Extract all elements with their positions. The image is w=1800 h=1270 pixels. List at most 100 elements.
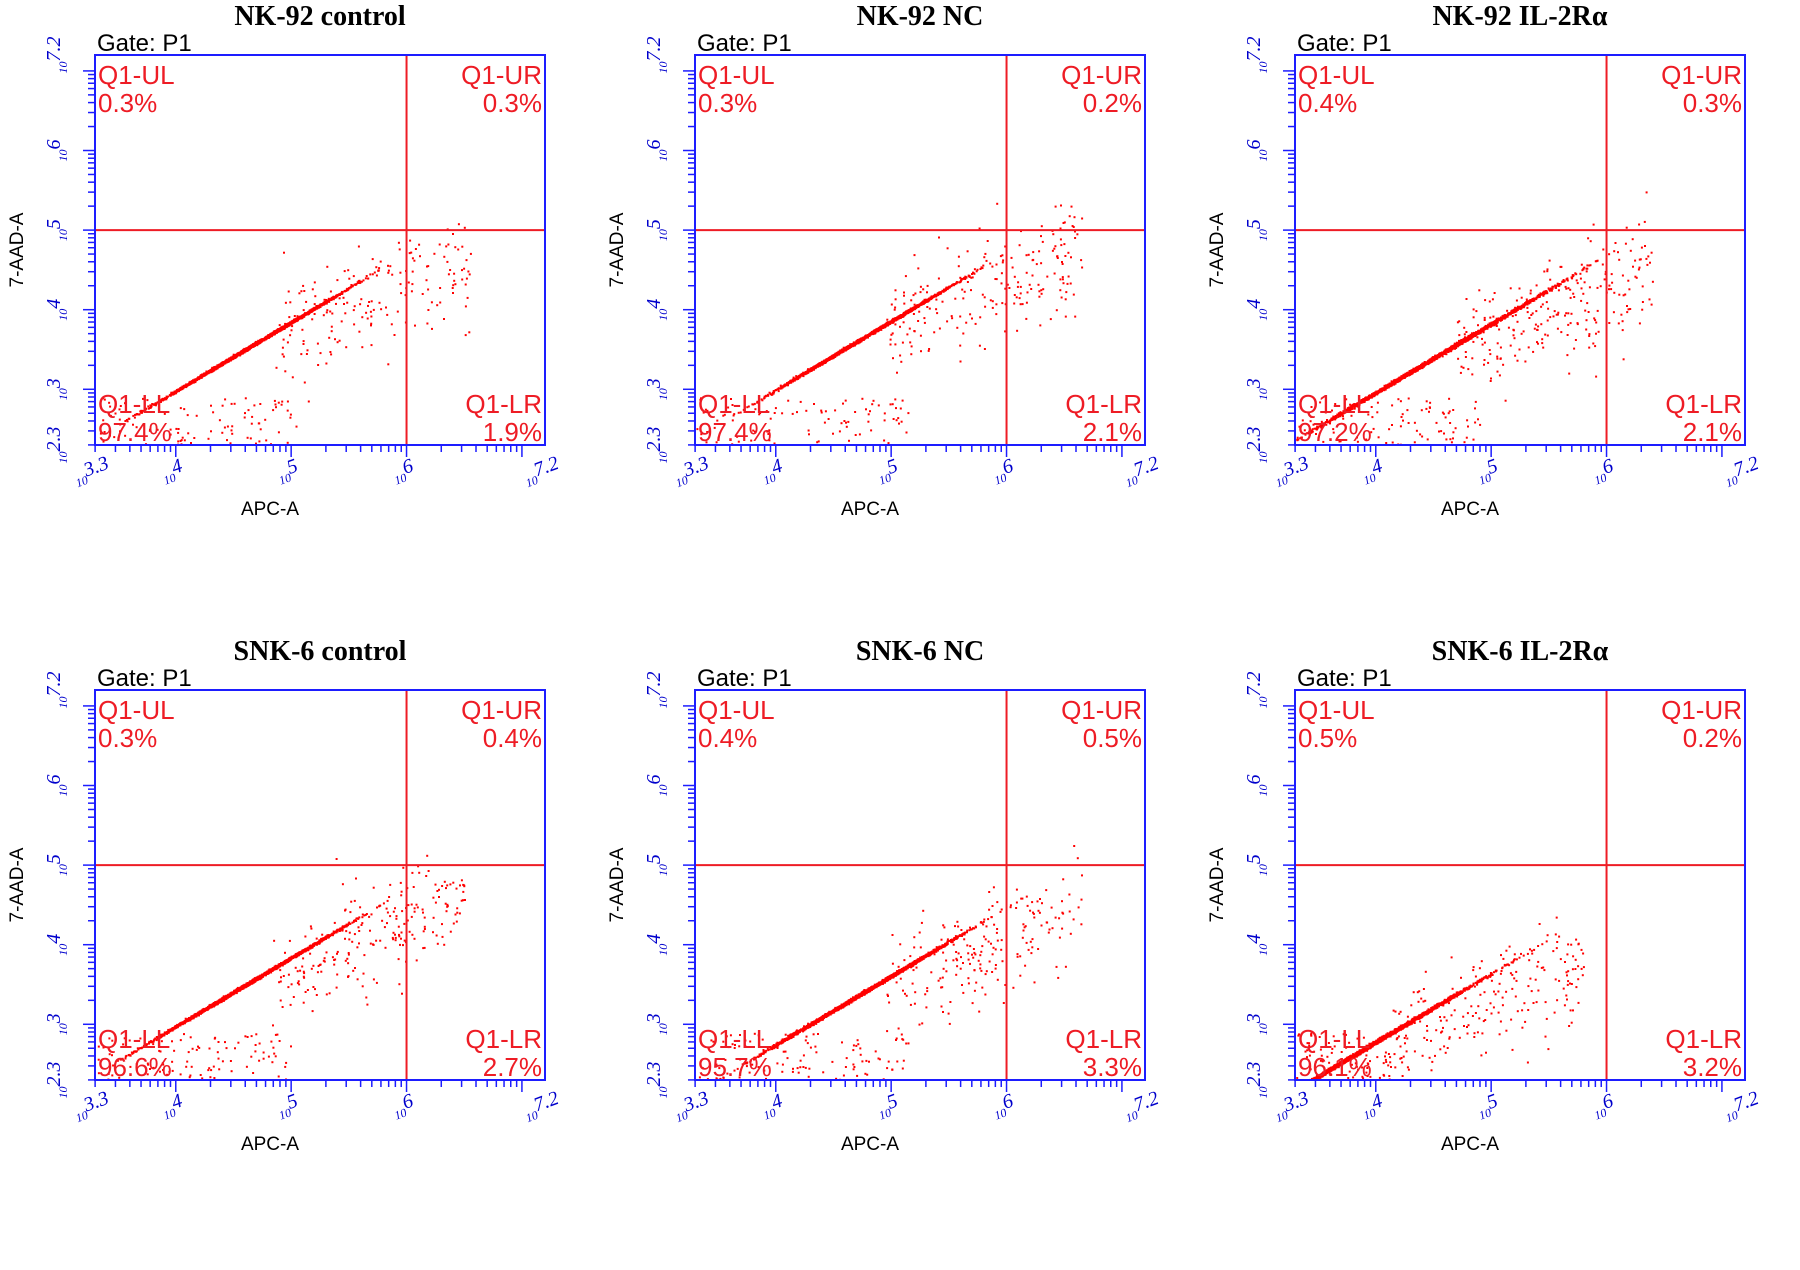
quadrant-ur-percent: 0.3% <box>1683 88 1742 118</box>
gate-label: Gate: P1 <box>1297 665 1392 692</box>
x-tick-label: 103.3 <box>69 452 113 490</box>
y-tick-label: 106 <box>1243 775 1270 797</box>
x-tick-label: 106 <box>388 455 418 488</box>
quadrant-lr-percent: 2.7% <box>483 1052 542 1082</box>
quadrant-ul-percent: 0.3% <box>98 723 157 753</box>
x-tick-label: 107.2 <box>519 452 563 490</box>
y-tick-label: 105 <box>43 219 70 241</box>
quadrant-ul-percent: 0.3% <box>698 88 757 118</box>
y-tick-label: 106 <box>643 775 670 797</box>
panel-3: NK-92 IL-2Rα Gate: P1 103.3 104 105 106 107.2 1… <box>1200 0 1800 635</box>
quadrant-ll-percent: 97.4% <box>698 417 772 447</box>
y-axis-label: 7-AAD-A <box>7 212 28 287</box>
x-tick-label: 104 <box>1357 455 1387 488</box>
panel-1: NK-92 control Gate: P1 103.3 104 105 106 107.2… <box>0 0 600 635</box>
y-tick-label: 102.3 <box>643 1062 670 1099</box>
x-tick-label: 106 <box>988 455 1018 488</box>
y-tick-label: 107.2 <box>43 672 70 709</box>
panel-title: NK-92 control <box>234 1 406 32</box>
y-tick-label: 102.3 <box>1243 427 1270 464</box>
y-tick-label: 106 <box>643 140 670 162</box>
panel-title: NK-92 NC <box>857 1 984 32</box>
y-tick-label: 107.2 <box>1243 37 1270 74</box>
quadrant-ll-name: Q1-LL <box>98 389 170 419</box>
x-tick-label: 105 <box>1473 1090 1503 1123</box>
event-dots <box>97 854 466 1081</box>
gate-label: Gate: P1 <box>97 30 192 57</box>
quadrant-ul-percent: 0.4% <box>1298 88 1357 118</box>
quadrant-ll-name: Q1-LL <box>1298 1024 1370 1054</box>
quadrant-ll-percent: 96.1% <box>1298 1052 1372 1082</box>
x-axis-label: APC-A <box>1441 1134 1499 1155</box>
quadrant-ur-name: Q1-UR <box>461 60 542 90</box>
quadrant-ll-percent: 95.7% <box>698 1052 772 1082</box>
y-axis-label: 7-AAD-A <box>607 847 628 922</box>
x-tick-label: 103.3 <box>1269 452 1313 490</box>
quadrant-ul-percent: 0.3% <box>98 88 157 118</box>
quadrant-ll-name: Q1-LL <box>698 389 770 419</box>
y-tick-label: 105 <box>43 854 70 876</box>
x-tick-label: 107.2 <box>1719 452 1763 490</box>
plot-frame <box>694 54 1146 446</box>
quadrant-ur-percent: 0.4% <box>483 723 542 753</box>
y-tick-label: 103 <box>1243 378 1270 400</box>
y-tick-label: 103 <box>43 1013 70 1035</box>
axis-ticks <box>83 705 523 1092</box>
quadrant-ur-percent: 0.5% <box>1083 723 1142 753</box>
y-axis-label: 7-AAD-A <box>1207 212 1228 287</box>
quadrant-ll-percent: 97.2% <box>1298 417 1372 447</box>
y-axis-label: 7-AAD-A <box>607 212 628 287</box>
x-axis-label: APC-A <box>241 1134 299 1155</box>
y-tick-label: 102.3 <box>643 427 670 464</box>
panel-title: SNK-6 control <box>234 636 407 667</box>
gate-label: Gate: P1 <box>97 665 192 692</box>
y-tick-label: 105 <box>1243 219 1270 241</box>
scatter-plot-2: NK-92 NC Gate: P1 103.3 104 105 106 107.2 102.3… <box>607 1 1162 520</box>
x-axis-label: APC-A <box>841 499 899 520</box>
y-tick-label: 106 <box>43 775 70 797</box>
plot-frame <box>94 689 546 1081</box>
y-tick-label: 103 <box>643 378 670 400</box>
quadrant-lr-percent: 2.1% <box>1083 417 1142 447</box>
axis-ticks <box>1283 70 1723 457</box>
y-tick-label: 105 <box>1243 854 1270 876</box>
axis-ticks <box>83 70 523 457</box>
y-tick-label: 102.3 <box>1243 1062 1270 1099</box>
quadrant-ll-percent: 97.4% <box>98 417 172 447</box>
y-tick-label: 107.2 <box>643 37 670 74</box>
quadrant-ll-name: Q1-LL <box>98 1024 170 1054</box>
event-dots <box>1296 191 1654 446</box>
quadrant-ur-name: Q1-UR <box>461 695 542 725</box>
x-tick-label: 104 <box>757 455 787 488</box>
y-tick-label: 104 <box>643 299 670 321</box>
x-tick-label: 105 <box>273 1090 303 1123</box>
quadrant-ur-name: Q1-UR <box>1061 695 1142 725</box>
event-dots <box>1296 916 1585 1081</box>
scatter-plot-1: NK-92 control Gate: P1 103.3 104 105 106 107.2… <box>7 1 563 520</box>
y-tick-label: 104 <box>1243 299 1270 321</box>
plot-frame <box>1294 54 1746 446</box>
event-dots <box>698 845 1083 1081</box>
x-tick-label: 106 <box>1588 1090 1618 1123</box>
y-tick-label: 107.2 <box>643 672 670 709</box>
event-dots <box>99 223 472 446</box>
quadrant-lr-percent: 1.9% <box>483 417 542 447</box>
quadrant-lr-name: Q1-LR <box>1065 1024 1142 1054</box>
x-tick-label: 106 <box>988 1090 1018 1123</box>
x-tick-label: 104 <box>157 455 187 488</box>
axis-ticks <box>1283 705 1723 1092</box>
x-tick-label: 106 <box>388 1090 418 1123</box>
quadrant-ll-name: Q1-LL <box>698 1024 770 1054</box>
y-tick-label: 105 <box>643 854 670 876</box>
scatter-plot-6: SNK-6 IL-2Rα Gate: P1 103.3 104 105 106 107.2 1… <box>1207 636 1762 1155</box>
y-tick-label: 102.3 <box>43 1062 70 1099</box>
x-tick-label: 105 <box>1473 455 1503 488</box>
y-tick-label: 106 <box>43 140 70 162</box>
panel-title: NK-92 IL-2Rα <box>1432 1 1607 32</box>
quadrant-ur-name: Q1-UR <box>1661 695 1742 725</box>
scatter-plot-4: SNK-6 control Gate: P1 103.3 104 105 106 107.2… <box>7 636 562 1155</box>
panel-4: SNK-6 control Gate: P1 103.3 104 105 106 107.2… <box>0 635 600 1270</box>
y-tick-label: 104 <box>43 299 70 321</box>
quadrant-lr-name: Q1-LR <box>465 389 542 419</box>
